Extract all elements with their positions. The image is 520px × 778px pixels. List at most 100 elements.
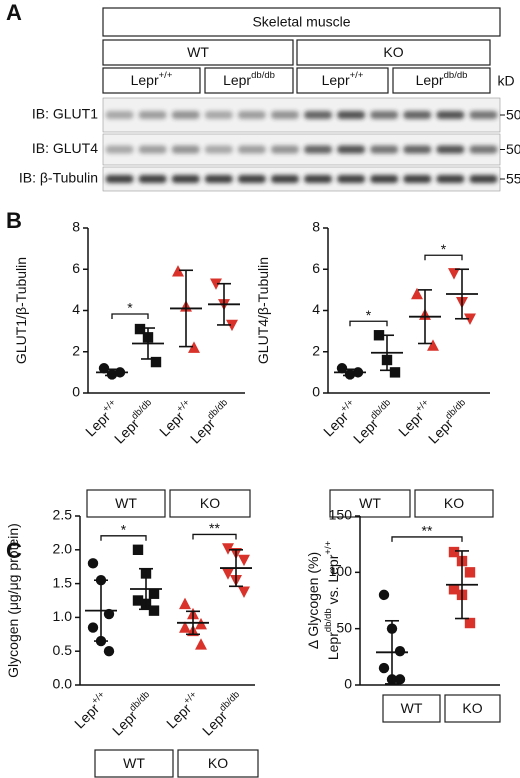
y-axis-label: GLUT4/β-Tubulin [255, 257, 271, 364]
data-point [98, 363, 110, 374]
data-point [448, 268, 460, 280]
size-marker: 55 [506, 171, 520, 187]
label-box [94, 749, 174, 778]
label-box [296, 67, 389, 94]
label-box [169, 489, 251, 518]
blot-band [138, 111, 167, 119]
data-point [394, 674, 406, 685]
y-tick-label: 150 [329, 507, 353, 523]
data-point [150, 356, 162, 368]
blot-band [105, 175, 134, 183]
blot-band [370, 145, 399, 154]
label-text: vs. Lepr [325, 554, 341, 608]
label-box [102, 67, 201, 94]
x-tick-label: Leprdb/db [186, 397, 235, 446]
label-text: Lepr [416, 72, 444, 88]
data-point [148, 605, 160, 616]
data-point [222, 568, 234, 580]
data-point [411, 287, 423, 300]
blot-band [370, 111, 399, 119]
blot-band [403, 175, 432, 183]
label-box [382, 694, 441, 723]
data-point [448, 584, 460, 595]
row-label: IB: GLUT1 [32, 106, 98, 122]
significance-label: ** [422, 523, 433, 539]
box-label: KO [208, 755, 228, 771]
data-point [238, 586, 250, 598]
significance-bracket [192, 533, 237, 540]
blot-band [237, 145, 266, 154]
blot-strip [102, 97, 501, 133]
superscript: +/+ [323, 540, 334, 554]
blot-band [403, 145, 432, 154]
size-marker: 50 [506, 141, 520, 157]
box-label: KO [444, 495, 464, 511]
label-box [102, 7, 501, 37]
data-point [336, 363, 348, 374]
data-point [188, 341, 200, 353]
x-tick-label: Leprdb/db [108, 689, 157, 738]
significance-label: ** [209, 520, 220, 536]
y-axis-label: GLUT1/β-Tubulin [13, 257, 29, 364]
data-point [464, 567, 476, 578]
box-label: KO [200, 495, 220, 511]
label-box [392, 67, 491, 94]
data-point [373, 330, 385, 341]
box-label: Skeletal muscle [252, 14, 350, 30]
blot-strip [102, 166, 501, 192]
label-box [86, 489, 166, 518]
y-axis-label: Δ Glycogen (%) [305, 552, 321, 649]
superscript: db/db [129, 397, 154, 422]
significance-bracket [100, 535, 147, 541]
data-point [226, 319, 238, 332]
data-point [179, 621, 191, 633]
box-label: WT [115, 495, 137, 511]
blot-band [436, 145, 465, 154]
blot-band [171, 145, 200, 154]
label-text: Δ Glycogen (%) [305, 552, 321, 649]
label-box [102, 39, 294, 66]
panel-label: B [6, 208, 22, 233]
y-tick-label: 6 [312, 260, 320, 276]
blot-strip [102, 133, 501, 166]
group-label: Lepr+/+ [322, 70, 364, 88]
superscript: db/db [323, 608, 334, 632]
y-tick-label: 2.5 [53, 507, 73, 523]
significance-label: * [366, 307, 372, 323]
y-tick-label: 4 [72, 301, 80, 317]
data-point [103, 646, 115, 657]
superscript: db/db [251, 70, 275, 81]
data-point [172, 265, 184, 277]
data-point [134, 323, 146, 335]
blot-band [237, 111, 266, 119]
data-point [389, 367, 401, 378]
data-point [132, 544, 144, 555]
blot-band [138, 145, 167, 154]
significance-bracket [391, 536, 463, 542]
x-tick-label: Leprdb/db [349, 397, 398, 446]
label-text: Lepr [223, 72, 251, 88]
box-label: KO [383, 44, 403, 60]
superscript: db/db [217, 689, 242, 714]
y-tick-label: 50 [336, 619, 352, 635]
data-point [87, 622, 99, 633]
data-point [222, 543, 234, 555]
blot-band [237, 175, 266, 183]
data-point [378, 662, 390, 674]
y-tick-label: 2 [72, 342, 80, 358]
y-tick-label: 6 [72, 260, 80, 276]
data-point [464, 617, 476, 629]
panel-label: C [6, 538, 22, 563]
data-point [238, 554, 250, 567]
blot-band [436, 111, 465, 119]
blot-band [469, 175, 498, 183]
blot-band [204, 145, 233, 154]
box-label: WT [187, 44, 209, 60]
y-tick-label: 0 [344, 676, 352, 692]
y-tick-label: 2 [312, 342, 320, 358]
group-label: Lepr+/+ [131, 70, 173, 88]
label-box [329, 489, 411, 518]
label-text: GLUT4/β-Tubulin [255, 257, 271, 364]
blot-band [469, 145, 498, 154]
data-point [87, 558, 99, 569]
